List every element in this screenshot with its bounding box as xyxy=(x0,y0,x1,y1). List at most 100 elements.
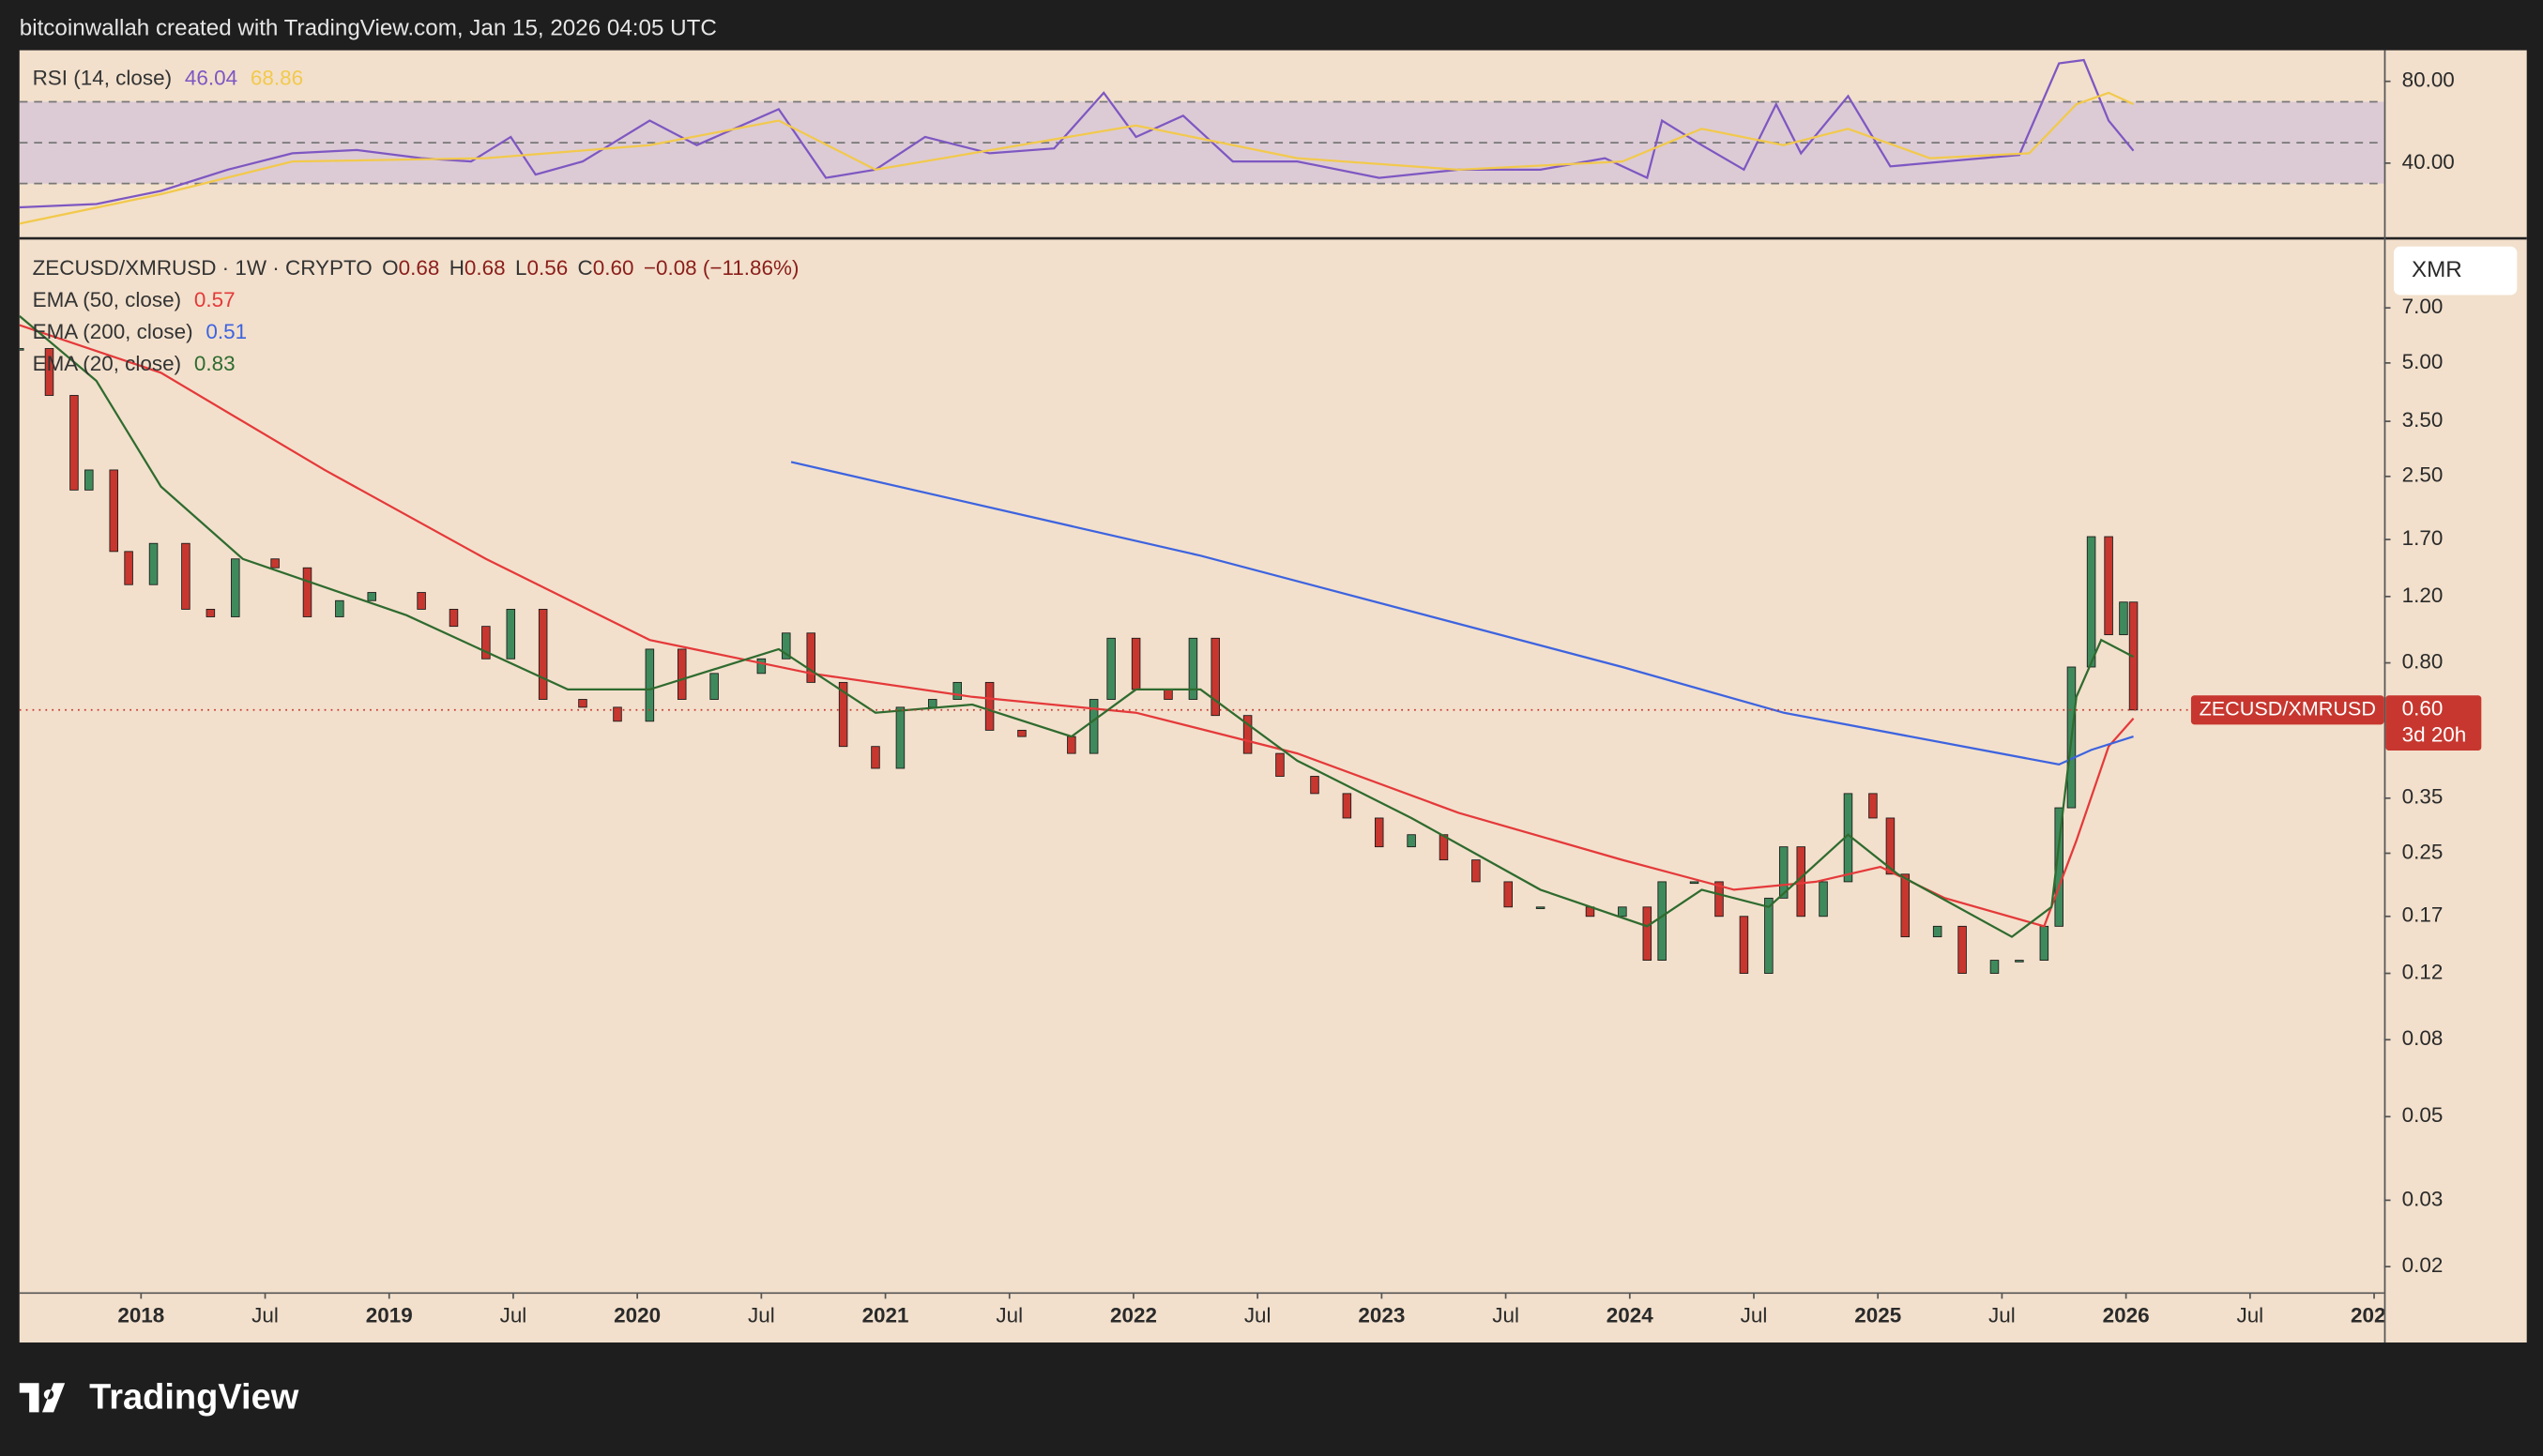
logo-icon xyxy=(19,1383,66,1413)
candle xyxy=(1017,729,1027,737)
x-tick-label: 2027 xyxy=(2351,1303,2398,1327)
y-tick-label: 1.70 xyxy=(2402,526,2444,550)
price-tag-bg xyxy=(2385,695,2482,751)
y-tick-label: 0.17 xyxy=(2402,903,2444,927)
candle xyxy=(124,551,133,585)
candle xyxy=(1164,689,1173,700)
candle xyxy=(1618,906,1627,918)
symbol-button-text[interactable]: XMR xyxy=(2412,257,2462,282)
series-line xyxy=(790,461,2134,766)
candle xyxy=(1714,881,1724,918)
series-line xyxy=(19,324,2135,928)
legend-name: EMA (50, close) xyxy=(33,288,181,311)
y-tick-label: 1.20 xyxy=(2402,584,2444,607)
candle xyxy=(84,469,94,491)
candle xyxy=(2015,960,2024,963)
x-tick-label: Jul xyxy=(748,1303,775,1327)
x-tick-label: Jul xyxy=(1988,1303,2016,1327)
rsi-pane xyxy=(19,58,2384,225)
candle xyxy=(578,699,587,708)
x-tick-label: Jul xyxy=(1244,1303,1272,1327)
y-tick-label: 0.35 xyxy=(2402,785,2444,809)
y-tick-label: 3.50 xyxy=(2402,408,2444,432)
candle xyxy=(1342,793,1352,819)
legend-name: EMA (20, close) xyxy=(33,352,181,375)
y-tick-label: 2.50 xyxy=(2402,463,2444,487)
y-tick-label: 0.12 xyxy=(2402,960,2444,983)
candle xyxy=(984,681,995,731)
candle xyxy=(1407,834,1416,848)
x-tick-label: Jul xyxy=(996,1303,1023,1327)
logo: TradingView xyxy=(19,1378,299,1418)
candle xyxy=(1764,897,1774,974)
legend-value: 0.51 xyxy=(206,320,247,343)
ohlc-key: H xyxy=(449,256,464,280)
x-tick-label: 2022 xyxy=(1110,1303,1157,1327)
series-line xyxy=(19,315,2135,938)
candle xyxy=(1989,960,2000,974)
candle xyxy=(2054,807,2063,927)
candle xyxy=(538,609,548,700)
candle xyxy=(1242,715,1253,754)
ohlc-key: O xyxy=(382,256,398,280)
ohlc-key: C xyxy=(578,256,593,280)
candle xyxy=(645,648,655,722)
candle xyxy=(1868,793,1878,819)
candle xyxy=(449,609,459,628)
y-tick-label: 0.03 xyxy=(2402,1187,2444,1210)
y-tick-label: 0.80 xyxy=(2402,650,2444,674)
candle xyxy=(1900,873,1911,938)
header-text: bitcoinwallah created with TradingView.c… xyxy=(20,15,717,40)
series-line xyxy=(19,58,2135,209)
ohlc-value: 0.68 xyxy=(464,256,506,280)
symbol-title: ZECUSD/XMRUSD · 1W · CRYPTO xyxy=(33,256,373,280)
price-tag-countdown: 3d 20h xyxy=(2402,722,2467,746)
candle xyxy=(148,542,159,585)
candle xyxy=(613,706,622,722)
candle xyxy=(506,609,516,660)
candle xyxy=(2119,601,2128,636)
symbol-button[interactable] xyxy=(2393,246,2518,296)
y-tick-label: 5.00 xyxy=(2402,350,2444,373)
candle xyxy=(1089,699,1099,754)
candle xyxy=(1503,881,1513,908)
x-tick-label: 2020 xyxy=(614,1303,661,1327)
legend-value: 0.83 xyxy=(194,352,236,375)
x-tick-label: Jul xyxy=(1741,1303,1768,1327)
ohlc-key: L xyxy=(515,256,527,280)
x-tick-label: 2023 xyxy=(1358,1303,1405,1327)
candle xyxy=(206,609,216,617)
candle xyxy=(302,567,312,617)
candle xyxy=(69,395,79,491)
x-tick-label: 2026 xyxy=(2103,1303,2150,1327)
indicator-value: 46.04 xyxy=(185,67,237,90)
candle xyxy=(928,699,937,708)
candle xyxy=(1131,637,1141,690)
candle xyxy=(806,632,815,683)
candle xyxy=(1689,881,1699,885)
candle xyxy=(2104,536,2113,636)
x-tick-label: 2019 xyxy=(366,1303,413,1327)
candle xyxy=(895,706,906,769)
y-tick-label: 0.08 xyxy=(2402,1026,2444,1050)
candle xyxy=(231,558,240,617)
candle xyxy=(481,626,491,660)
x-tick-label: 2021 xyxy=(862,1303,909,1327)
candle xyxy=(1310,776,1319,795)
logo-text: TradingView xyxy=(89,1378,299,1418)
candle xyxy=(1439,834,1449,861)
price-tag-name-bg xyxy=(2190,695,2384,725)
candle xyxy=(1885,817,1896,875)
y-tick-label: 0.02 xyxy=(2402,1253,2444,1277)
candle xyxy=(44,348,54,396)
candle xyxy=(1188,637,1198,700)
candle xyxy=(1535,906,1546,909)
price-tag-name: ZECUSD/XMRUSD xyxy=(2200,696,2376,720)
x-tick-label: Jul xyxy=(500,1303,527,1327)
x-tick-label: 2024 xyxy=(1607,1303,1653,1327)
price-tag-value: 0.60 xyxy=(2402,697,2444,720)
candle xyxy=(1374,817,1384,848)
candle xyxy=(677,648,687,700)
candle xyxy=(1275,752,1285,777)
